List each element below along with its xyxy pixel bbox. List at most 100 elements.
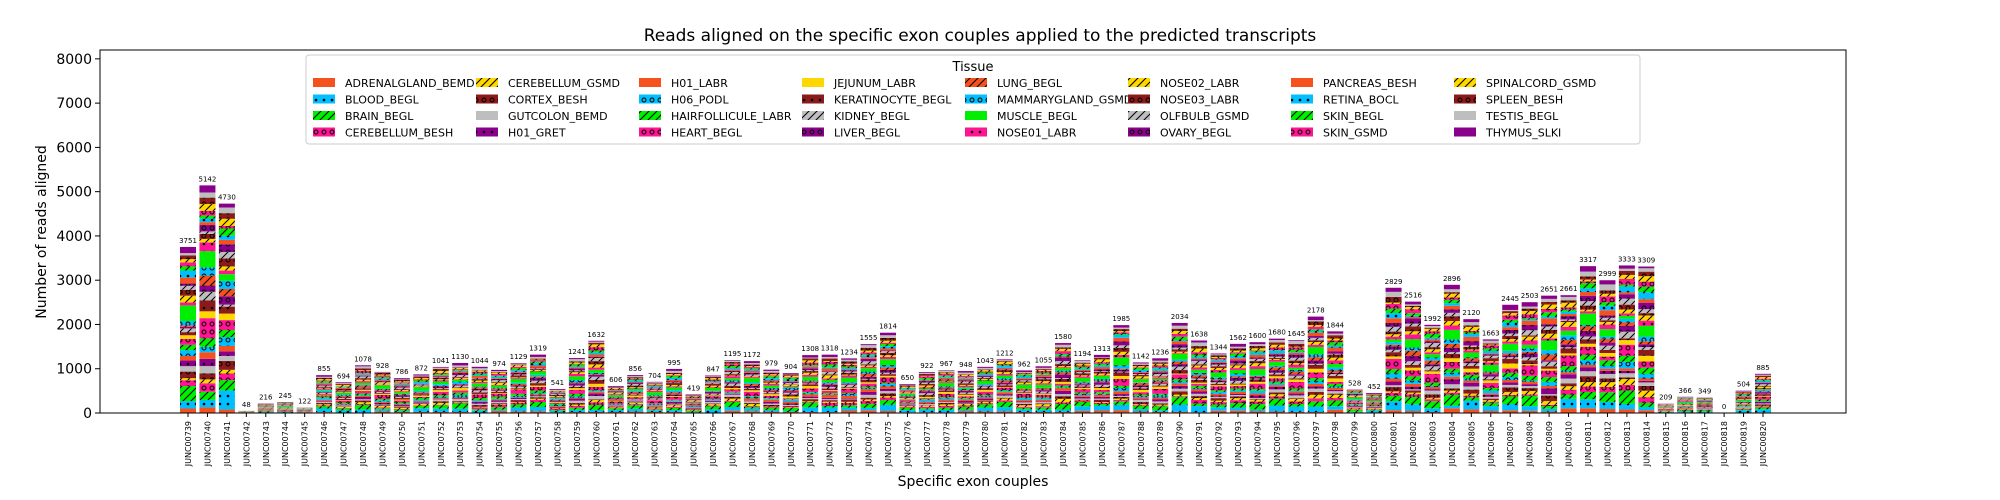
bar-segment [743, 387, 760, 389]
bar-segment [918, 390, 935, 392]
x-tick-label: JUNC00772 [826, 421, 835, 467]
bar-segment [1152, 383, 1169, 386]
bar-segment [568, 404, 585, 406]
bar-segment [841, 359, 858, 362]
x-tick-label: JUNC00742 [242, 421, 251, 467]
bar-segment [646, 397, 663, 399]
bar-segment [763, 398, 780, 399]
bar-segment [588, 383, 605, 387]
bar-segment [1405, 317, 1421, 319]
bar-segment [1210, 398, 1227, 401]
bar-segment [1346, 400, 1363, 401]
bar-segment [1074, 362, 1091, 364]
bar-segment [335, 394, 352, 396]
bar-segment [1016, 382, 1033, 385]
bar-segment [1482, 362, 1499, 365]
bar-segment [1210, 354, 1227, 356]
legend-item: OLFBULB_GSMD [1128, 110, 1249, 123]
bar-segment [1618, 284, 1635, 287]
bar-segment [1093, 376, 1110, 379]
bar-segment [724, 391, 741, 393]
x-tick-label: JUNC00754 [476, 421, 485, 467]
bar-segment [491, 391, 508, 394]
bar-segment [218, 288, 235, 297]
bar-segment [1210, 377, 1227, 380]
bar-segment [1560, 383, 1577, 387]
bar-total-label: 885 [1756, 364, 1769, 372]
bar-total-label: 1600 [1249, 332, 1267, 340]
bar-segment [1599, 345, 1616, 350]
bar-segment [471, 390, 488, 393]
bar-segment [1405, 390, 1421, 393]
bar-segment [1580, 326, 1596, 331]
bar-segment [1618, 325, 1635, 332]
legend-item: SKIN_BEGL [1291, 110, 1384, 123]
bar-segment [918, 393, 935, 396]
bar-segment [841, 370, 858, 372]
bar-segment [1366, 402, 1383, 404]
bar-segment [1424, 342, 1441, 348]
bar-segment [860, 399, 877, 401]
bar-segment [452, 365, 469, 368]
bar-segment [1074, 376, 1091, 378]
bar-segment [627, 397, 644, 400]
bar-segment [1541, 350, 1558, 355]
bar-segment [374, 392, 391, 394]
bar-segment [588, 393, 605, 397]
bar-segment [1307, 341, 1324, 345]
legend-label: KIDNEY_BEGL [834, 110, 910, 123]
bar-total-label: 1078 [354, 355, 372, 363]
bar-segment [1288, 352, 1305, 355]
x-tick-label: JUNC00792 [1215, 421, 1224, 467]
bar-segment [1405, 305, 1421, 308]
bar-segment [1171, 396, 1188, 398]
bar-segment [1210, 386, 1227, 391]
bar-segment [1502, 313, 1519, 316]
bar-segment [1268, 354, 1285, 357]
bar-segment [1132, 369, 1149, 372]
bar-segment [393, 411, 410, 413]
bar-segment [432, 408, 449, 412]
bar-total-label: 974 [492, 360, 506, 368]
bar-segment [685, 408, 702, 410]
bar-segment [1755, 404, 1771, 406]
bar-segment [763, 370, 780, 373]
bar-segment [860, 361, 877, 365]
bar-segment [355, 390, 371, 394]
bar-segment [335, 410, 352, 413]
bar-segment [1210, 379, 1227, 381]
bar-segment [996, 397, 1013, 399]
bar-segment [180, 366, 196, 372]
legend-swatch [313, 78, 335, 87]
bar-segment [1346, 411, 1363, 413]
bar-segment [1035, 393, 1052, 395]
bar-segment [957, 381, 974, 384]
bar-segment [1424, 364, 1441, 367]
bar-segment [1055, 378, 1071, 380]
bar-segment [530, 371, 546, 375]
bar-segment [957, 400, 974, 403]
bar-segment [705, 396, 721, 400]
bar-segment [530, 398, 546, 400]
bar-segment [393, 402, 410, 404]
bar-segment [1249, 409, 1266, 412]
bar-total-label: 1043 [976, 357, 994, 365]
bar-segment [491, 369, 508, 372]
bar-segment [568, 383, 585, 386]
bar-segment [1599, 378, 1616, 383]
bar-segment [996, 394, 1013, 396]
bar-segment [1210, 355, 1227, 358]
bar-segment [1385, 356, 1402, 359]
bar-segment [1268, 381, 1285, 384]
y-tick-label: 7000 [56, 96, 92, 112]
bar-segment [316, 408, 333, 413]
bar-segment [1482, 343, 1499, 345]
bar-segment [685, 403, 702, 405]
bar-segment [1560, 295, 1577, 297]
bar-segment [1424, 354, 1441, 358]
bar-segment [355, 388, 371, 390]
bar-segment [1074, 369, 1091, 372]
x-tick-label: JUNC00740 [203, 421, 212, 467]
bar-segment [1249, 354, 1266, 358]
bar-segment [1327, 378, 1344, 382]
